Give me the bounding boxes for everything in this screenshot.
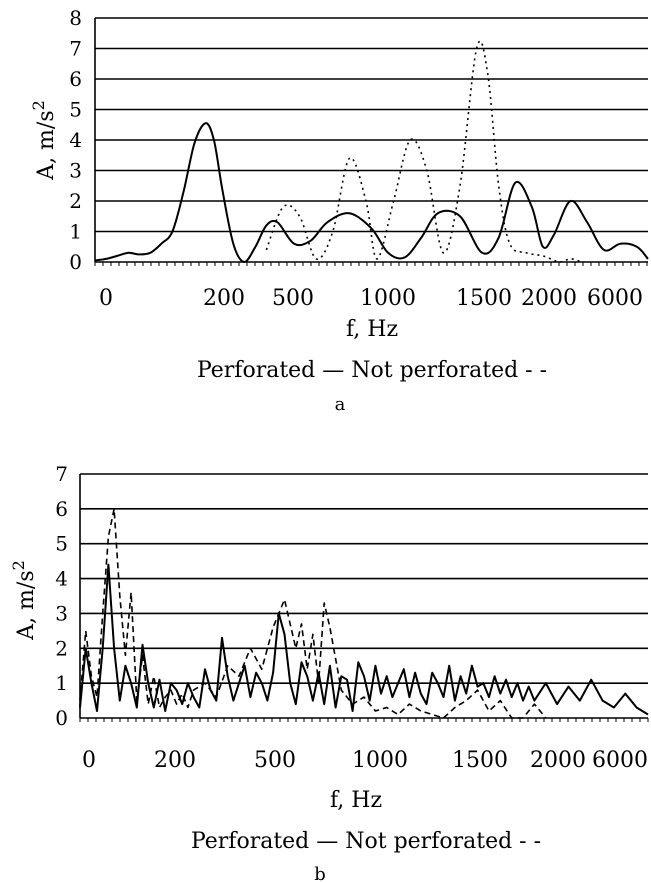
panel-label-b: b	[314, 864, 326, 883]
x-tick-label: 2000	[521, 286, 577, 311]
series-not-perforated	[265, 40, 582, 263]
x-tick-label: 0	[99, 286, 113, 311]
y-tick-label: 2	[55, 636, 68, 660]
y-tick-label: 1	[69, 220, 82, 244]
y-axis-label: A, m/s2	[9, 560, 39, 641]
x-tick-label: 200	[203, 286, 245, 311]
x-tick-label: 0	[82, 748, 96, 773]
legend: Perforated — Not perforated - -	[197, 358, 547, 383]
x-tick-label: 6000	[587, 286, 643, 311]
y-tick-labels: 0 1 2 3 4 5 6 7 8	[69, 6, 82, 274]
y-tick-label: 2	[69, 189, 82, 213]
series-perforated	[79, 563, 649, 716]
x-tick-label: 500	[254, 748, 296, 773]
plot-area	[79, 508, 649, 719]
x-tick-label: 6000	[592, 748, 648, 773]
x-tick-label: 1500	[452, 748, 508, 773]
x-tick-label: 1000	[352, 748, 408, 773]
x-tick-label: 1000	[360, 286, 416, 311]
y-tick-label: 4	[69, 128, 82, 152]
y-tick-label: 7	[69, 37, 82, 61]
x-tick-label: 200	[154, 748, 196, 773]
y-tick-label: 5	[55, 532, 68, 556]
y-axis-label-superscript: 2	[9, 560, 28, 570]
y-tick-label: 6	[69, 67, 82, 91]
y-tick-label: 3	[55, 601, 68, 625]
x-tick-label: 2000	[530, 748, 586, 773]
y-axis-label: A, m/s2	[29, 100, 59, 181]
y-tick-label: 5	[69, 98, 82, 122]
x-tick-label: 1500	[456, 286, 512, 311]
y-tick-labels: 0 1 2 3 4 5 6 7	[55, 462, 68, 730]
x-tick-labels: 0 200 500 1000 1500 2000 6000	[99, 286, 643, 311]
x-tick-labels: 0 200 500 1000 1500 2000 6000	[82, 748, 648, 773]
y-tick-label: 4	[55, 567, 68, 591]
x-axis-label: f, Hz	[330, 788, 382, 813]
plot-area	[94, 40, 649, 263]
legend: Perforated — Not perforated - -	[191, 829, 541, 854]
gridlines	[79, 473, 649, 722]
x-axis-label: f, Hz	[346, 317, 398, 342]
chart-panel-a: 0 1 2 3 4 5 6 7 8 0 200 500 1000 1500 2000 6000 A, m/s…	[29, 6, 649, 415]
x-tick-label: 500	[272, 286, 314, 311]
y-axis-label-text: A, m/s	[34, 110, 59, 180]
y-tick-label: 0	[69, 250, 82, 274]
y-tick-label: 1	[55, 671, 68, 695]
series-perforated	[94, 122, 649, 263]
panel-label-a: a	[335, 394, 346, 415]
y-tick-label: 8	[69, 6, 82, 30]
y-tick-label: 6	[55, 497, 68, 521]
y-axis-label-superscript: 2	[29, 100, 48, 110]
y-axis-label-text: A, m/s	[14, 570, 39, 640]
y-tick-label: 7	[55, 462, 68, 486]
y-tick-label: 0	[55, 706, 68, 730]
y-tick-label: 3	[69, 159, 82, 183]
